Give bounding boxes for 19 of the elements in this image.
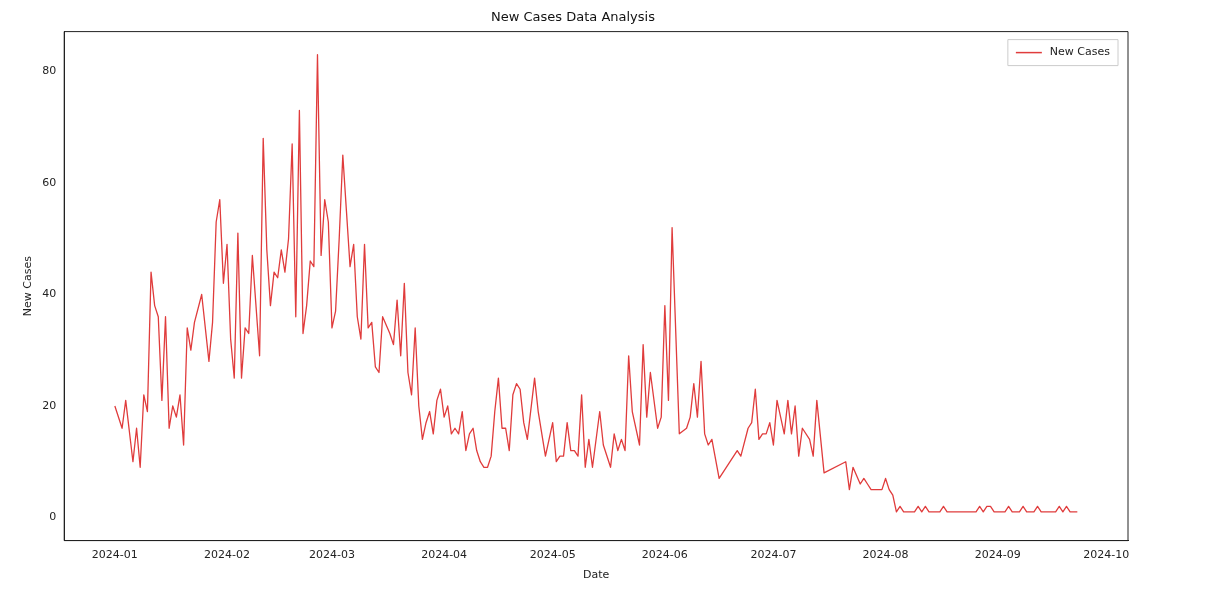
x-tick-label: 2024-05 xyxy=(529,548,576,562)
x-tick-label: 2024-09 xyxy=(974,548,1021,562)
chart-title: New Cases Data Analysis xyxy=(491,9,656,25)
y-tick-label: 80 xyxy=(42,64,57,78)
x-tick-label: 2024-06 xyxy=(641,548,688,562)
y-tick-label: 0 xyxy=(49,510,57,524)
legend-label: New Cases xyxy=(1049,45,1111,59)
x-axis-title: Date xyxy=(582,568,610,582)
x-tick-label: 2024-08 xyxy=(862,548,909,562)
x-tick-label: 2024-01 xyxy=(91,548,138,562)
y-tick-label: 60 xyxy=(42,175,57,189)
x-tick-label: 2024-04 xyxy=(421,548,468,562)
y-tick-label: 40 xyxy=(42,287,57,301)
x-tick-label: 2024-07 xyxy=(750,548,797,562)
y-tick-label: 20 xyxy=(42,398,57,412)
x-tick-label: 2024-02 xyxy=(204,548,251,562)
x-tick-label: 2024-10 xyxy=(1083,548,1130,562)
x-tick-label: 2024-03 xyxy=(308,548,355,562)
y-axis-title: New Cases xyxy=(21,255,35,317)
